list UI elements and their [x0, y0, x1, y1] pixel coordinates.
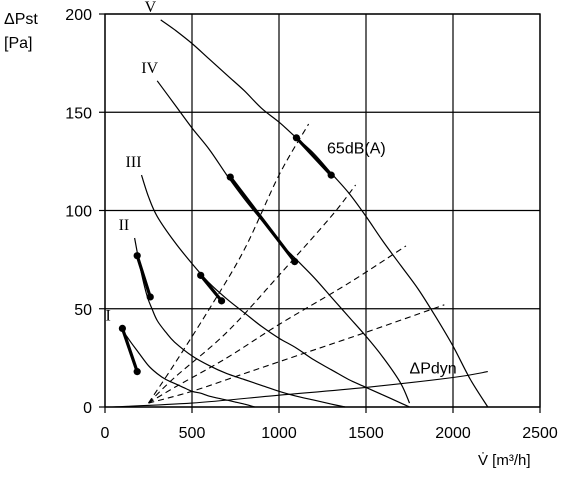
operating-point [197, 271, 205, 279]
dynamic-pressure-line [148, 304, 445, 404]
curve-label-II: II [119, 217, 130, 234]
fan-curve-II [134, 237, 346, 408]
curve-label-IV: IV [141, 60, 158, 77]
y-tick-label: 50 [74, 302, 92, 319]
operating-point [118, 324, 126, 332]
x-tick-label: 500 [179, 425, 206, 442]
operating-range-I [120, 326, 139, 374]
x-tick-label: 0 [101, 425, 110, 442]
curve-label-V: V [145, 0, 157, 16]
y-tick-label: 150 [65, 105, 92, 122]
annotation-dynamic-pressure: ΔPdyn [410, 360, 457, 377]
fan-curves [118, 19, 489, 408]
curve-label-III: III [126, 154, 142, 171]
dynamic-pressure-line [111, 371, 488, 408]
x-axis-label: V̇ [m³/h] [478, 452, 531, 469]
operating-range-V [294, 136, 333, 177]
grid [104, 13, 541, 408]
operating-point [133, 252, 141, 260]
y-tick-label: 100 [65, 204, 92, 221]
y-axis-label-line1: ΔPst [4, 11, 38, 28]
fan-curve-V [160, 19, 489, 408]
annotation-noise-level: 65dB(A) [327, 141, 386, 158]
dynamic-pressure-lines [111, 123, 488, 408]
dynamic-pressure-line [148, 123, 310, 404]
fan-curve-I [120, 328, 255, 408]
operating-point [327, 171, 335, 179]
operating-point [291, 257, 299, 266]
fan-curve-IV [156, 80, 411, 404]
labels: ΔPst [Pa] V̇ [m³/h] 65dB(A) ΔPdyn 0 500 10… [4, 0, 558, 469]
dynamic-pressure-line [148, 245, 407, 404]
y-tick-label: 0 [83, 400, 92, 417]
x-tick-label: 1000 [261, 425, 297, 442]
x-tick-label: 2500 [522, 425, 558, 442]
x-tick-label: 1500 [348, 425, 384, 442]
operating-point [217, 297, 226, 305]
curve-label-I: I [106, 307, 111, 324]
axes [99, 13, 541, 413]
y-axis-label-line2: [Pa] [4, 35, 32, 52]
operating-point [226, 173, 234, 181]
dynamic-pressure-line [148, 184, 357, 404]
x-tick-label: 2000 [435, 425, 471, 442]
operating-point [133, 368, 141, 376]
fan-curve-III [140, 174, 410, 408]
operating-point [292, 134, 300, 142]
operating-range-IV [228, 175, 297, 264]
operating-range-II [135, 254, 152, 299]
y-tick-label: 200 [65, 7, 92, 24]
operating-point [146, 293, 154, 301]
operating-range-III [199, 273, 224, 303]
